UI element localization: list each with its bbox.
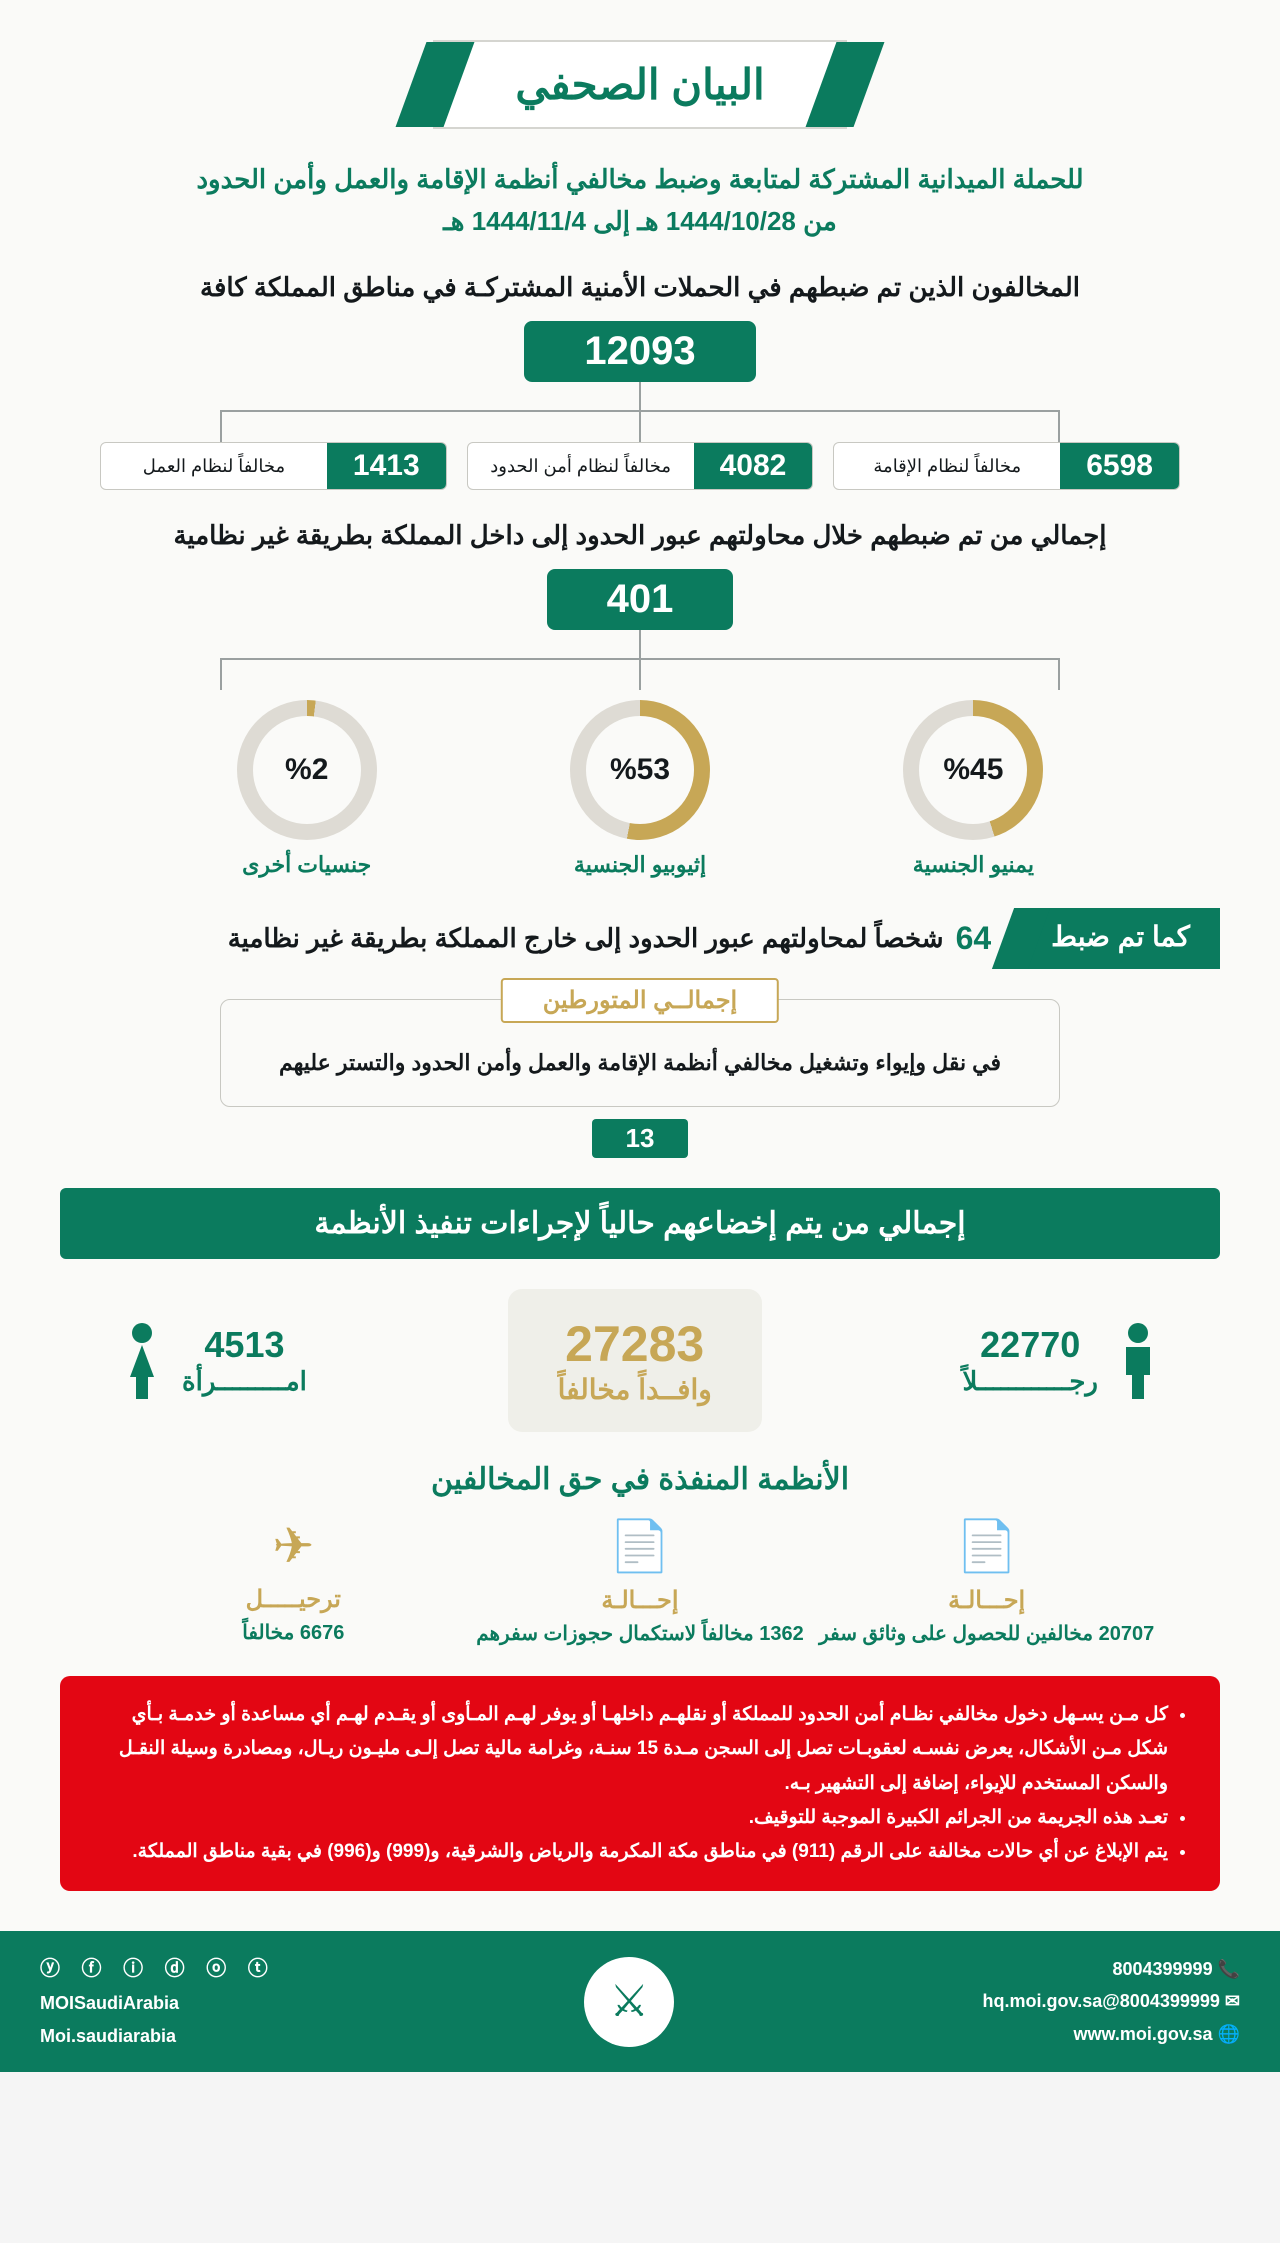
action-detail: 20707 مخالفين للحصول على وثائق سفر [813,1621,1160,1646]
outbound-number: 64 [956,920,992,957]
involved-title: إجمالــي المتورطين [501,978,779,1023]
men-number: 22770 [962,1324,1098,1366]
subtitle: للحملة الميدانية المشتركة لمتابعة وضبط م… [60,159,1220,242]
subtitle-line-2: من 1444/10/28 هـ إلى 1444/11/4 هـ [60,201,1220,243]
social-handle-2: Moi.saudiarabia [40,2020,276,2052]
involved-body: في نقل وإيواء وتشغيل مخالفي أنظمة الإقام… [251,1050,1029,1076]
woman-icon [120,1321,164,1401]
pill-value: 6598 [1060,443,1179,489]
violators-total: 12093 [524,321,755,382]
donut-block: %2 جنسيات أخرى [237,700,377,878]
tree-connector-2 [220,630,1060,690]
donut-label: جنسيات أخرى [237,852,377,878]
men-block: 22770 رجــــــــــــلاً [962,1321,1160,1401]
tree-connector [220,382,1060,442]
border-cross-title: إجمالي من تم ضبطهم خلال محاولتهم عبور ال… [60,520,1220,551]
pill-residency: 6598 مخالفاً لنظام الإقامة [833,442,1180,490]
action-number: 6676 [300,1622,345,1644]
pill-label: مخالفاً لنظام العمل [101,443,327,489]
infographic-container: البيان الصحفي للحملة الميدانية المشتركة … [0,0,1280,1931]
footer-emblem: ⚔ [584,1957,674,2047]
action-number: 1362 [759,1623,804,1645]
applied-title: الأنظمة المنفذة في حق المخالفين [60,1462,1220,1497]
outbound-rest: شخصاً لمحاولتهم عبور الحدود إلى خارج الم… [228,923,944,954]
footer-phone: 8004399999 [1112,1959,1212,1979]
donut-chart: %53 [570,700,710,840]
violators-breakdown: 6598 مخالفاً لنظام الإقامة 4082 مخالفاً … [100,442,1180,490]
warning-list: كل مـن يسـهل دخول مخالفي نظـام أمن الحدو… [90,1698,1190,1869]
footer-contact: 📞 8004399999 ✉ 8004399999@hq.moi.gov.sa … [983,1953,1240,2050]
pill-labor: 1413 مخالفاً لنظام العمل [100,442,447,490]
footer-social: ⓨ ⓕ ⓘ ⓓ ⓞ ⓣ MOISaudiArabia Moi.saudiarab… [40,1951,276,2052]
footer-web: www.moi.gov.sa [1074,2024,1213,2044]
donut-row: %45 يمنيو الجنسية %53 إثيوبيو الجنسية %2 جنسي… [140,700,1140,878]
procedures-banner: إجمالي من يتم إخضاعهم حالياً لإجراءات تن… [60,1188,1220,1259]
action-block: ✈ ترحيـــــل 6676 مخالفاً [120,1517,467,1646]
outbound-tag: كما تم ضبط [1021,908,1220,969]
warning-item: يتم الإبلاغ عن أي حالات مخالفة على الرقم… [90,1835,1168,1869]
action-detail: 1362 مخالفاً لاستكمال حجوزات سفرهم [467,1621,814,1646]
subtitle-line-1: للحملة الميدانية المشتركة لمتابعة وضبط م… [60,159,1220,201]
main-title: البيان الصحفي [515,60,764,109]
pill-label: مخالفاً لنظام الإقامة [834,443,1060,489]
warning-box: كل مـن يسـهل دخول مخالفي نظـام أمن الحدو… [60,1676,1220,1891]
persons-row: 22770 رجــــــــــــلاً 27283 وافــداً م… [120,1289,1160,1432]
pill-value: 4082 [694,443,813,489]
pill-border: 4082 مخالفاً لنظام أمن الحدود [467,442,814,490]
outbound-banner: كما تم ضبط 64 شخصاً لمحاولتهم عبور الحدو… [60,908,1220,969]
donut-block: %45 يمنيو الجنسية [903,700,1043,878]
donut-chart: %45 [903,700,1043,840]
involved-box: إجمالــي المتورطين في نقل وإيواء وتشغيل … [220,999,1060,1107]
involved-number: 13 [592,1119,689,1158]
donut-block: %53 إثيوبيو الجنسية [570,700,710,878]
center-label: وافــداً مخالفاً [558,1373,712,1406]
social-icons: ⓨ ⓕ ⓘ ⓓ ⓞ ⓣ [40,1951,276,1987]
men-label: رجــــــــــــلاً [962,1366,1098,1397]
violators-title: المخالفون الذين تم ضبطهم في الحملات الأم… [60,272,1220,303]
donut-percent: %53 [610,753,670,787]
pill-label: مخالفاً لنظام أمن الحدود [468,443,694,489]
donut-percent: %45 [943,753,1003,787]
title-band: البيان الصحفي [433,40,846,129]
action-title: إحـــالـة [813,1586,1160,1615]
women-block: 4513 امـــــــــرأة [120,1321,307,1401]
center-total: 27283 وافــداً مخالفاً [508,1289,762,1432]
donut-chart: %2 [237,700,377,840]
pill-value: 1413 [327,443,446,489]
donut-label: إثيوبيو الجنسية [570,852,710,878]
women-label: امـــــــــرأة [182,1366,307,1397]
donut-percent: %2 [285,753,328,787]
action-detail: 6676 مخالفاً [120,1620,467,1645]
action-number: 20707 [1099,1623,1155,1645]
action-icon: 📄 [467,1517,814,1576]
center-number: 27283 [558,1315,712,1373]
donut-label: يمنيو الجنسية [903,852,1043,878]
warning-item: كل مـن يسـهل دخول مخالفي نظـام أمن الحدو… [90,1698,1168,1801]
action-title: إحـــالـة [467,1586,814,1615]
border-cross-total: 401 [547,569,734,630]
man-icon [1116,1321,1160,1401]
warning-item: تعـد هذه الجريمة من الجرائم الكبيرة المو… [90,1801,1168,1835]
women-number: 4513 [182,1324,307,1366]
action-icon: ✈ [120,1517,467,1575]
action-block: 📄 إحـــالـة 1362 مخالفاً لاستكمال حجوزات… [467,1517,814,1646]
social-handle-1: MOISaudiArabia [40,1987,276,2019]
footer: 📞 8004399999 ✉ 8004399999@hq.moi.gov.sa … [0,1931,1280,2072]
action-block: 📄 إحـــالـة 20707 مخالفين للحصول على وثا… [813,1517,1160,1646]
action-icon: 📄 [813,1517,1160,1576]
footer-email: 8004399999@hq.moi.gov.sa [983,1991,1220,2011]
header: البيان الصحفي [60,40,1220,129]
actions-row: 📄 إحـــالـة 20707 مخالفين للحصول على وثا… [120,1517,1160,1646]
action-title: ترحيـــــل [120,1585,467,1614]
outbound-text: 64 شخصاً لمحاولتهم عبور الحدود إلى خارج … [60,908,1021,969]
